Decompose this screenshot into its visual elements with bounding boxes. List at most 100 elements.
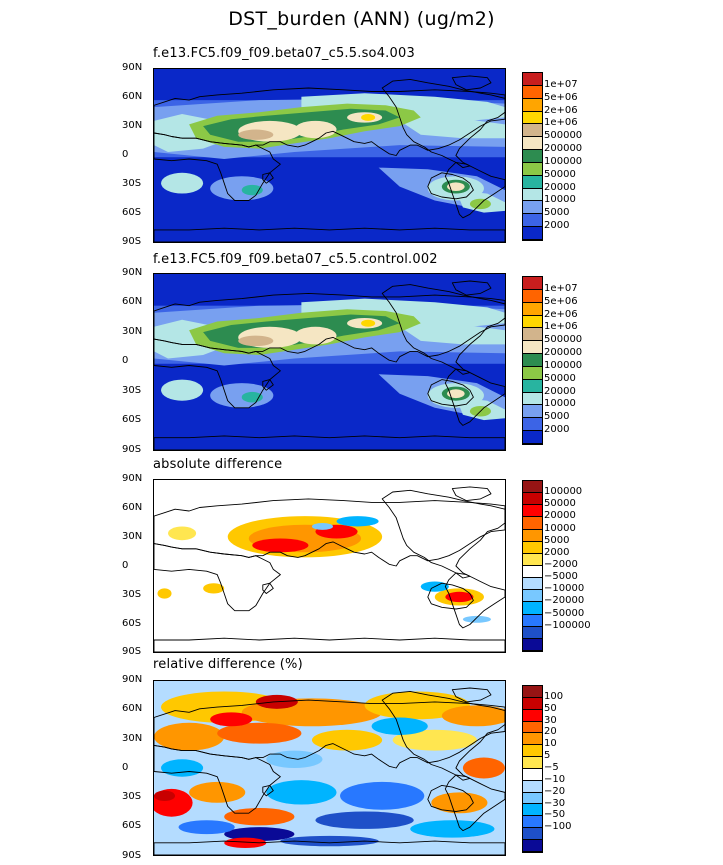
lat-tick-30s: 30S — [122, 791, 142, 802]
coastlines — [154, 687, 505, 855]
legend-label: 100000 — [544, 155, 583, 167]
west-edge-positive — [157, 588, 172, 599]
central-asia-negative — [311, 523, 334, 530]
relative-blob-18 — [178, 820, 235, 835]
legend-swatch — [523, 614, 542, 627]
map-plot — [153, 273, 506, 451]
legend-label: −20 — [544, 785, 566, 797]
legend-swatch — [523, 839, 542, 852]
panel-title: f.e13.FC5.f09_f09.beta07_c5.5.so4.003 — [153, 46, 415, 61]
legend-swatch — [523, 780, 542, 793]
legend-swatch — [523, 85, 542, 99]
panel-title: f.e13.FC5.f09_f09.beta07_c5.5.control.00… — [153, 252, 438, 267]
coastline-madagascar — [262, 172, 274, 184]
legend-label: 500000 — [544, 130, 583, 142]
coastline-samerica — [444, 774, 505, 832]
south-atlantic-plume — [161, 379, 204, 401]
legend-swatch — [523, 517, 542, 530]
lat-tick-90s: 90S — [122, 236, 142, 247]
relative-blob-25 — [462, 757, 505, 779]
panel-title: relative difference (%) — [153, 657, 303, 672]
legend-swatch — [523, 792, 542, 805]
lat-tick-eq: 0 — [122, 355, 129, 366]
map-plot — [153, 479, 506, 653]
legend-swatch — [523, 405, 542, 419]
color-legend-bar — [522, 72, 543, 241]
legend-label: −5000 — [544, 571, 578, 583]
legend-label: −100 — [544, 821, 572, 833]
patagonia-negative — [462, 615, 491, 623]
legend-swatch — [523, 553, 542, 566]
relative-blob-12 — [340, 781, 425, 810]
relative-blob-5 — [217, 722, 302, 744]
legend-label: 100000 — [544, 359, 583, 371]
lat-tick-60n: 60N — [122, 296, 143, 307]
legend-label: 100 — [544, 690, 564, 702]
legend-swatch — [523, 188, 542, 202]
legend-label: 50 — [544, 702, 557, 714]
legend-label: 10 — [544, 738, 557, 750]
legend-label: 5e+06 — [544, 295, 578, 307]
legend-label: 2e+06 — [544, 308, 578, 320]
legend-label: 5000 — [544, 411, 570, 423]
legend-swatch — [523, 757, 542, 769]
relative-blob-22 — [371, 717, 428, 735]
relative-blob-17 — [224, 827, 295, 842]
lat-tick-30n: 30N — [122, 531, 143, 542]
legend-swatch — [523, 341, 542, 355]
atlantic-positive — [168, 526, 197, 541]
legend-label: 50000 — [544, 498, 576, 510]
kalahari-core — [241, 184, 263, 196]
legend-label: −5 — [544, 762, 559, 773]
legend-label: 1e+07 — [544, 78, 578, 90]
legend-swatch — [523, 214, 542, 228]
coastlines — [154, 280, 505, 450]
map-plot — [153, 68, 506, 243]
legend-label: 100000 — [544, 486, 583, 498]
legend-label: 50000 — [544, 372, 576, 384]
lat-tick-60s: 60S — [122, 820, 142, 831]
legend-label: 200000 — [544, 143, 583, 155]
coastline-namerica — [381, 78, 505, 169]
difference-field — [154, 681, 505, 855]
coastlines — [154, 75, 505, 242]
america-plume — [399, 323, 505, 345]
legend-label: 2000 — [544, 546, 570, 558]
background-field — [154, 480, 505, 652]
legend-label: 2e+06 — [544, 104, 578, 116]
legend-label: 500000 — [544, 334, 583, 346]
sahara-core — [238, 335, 274, 347]
coastline-samerica — [444, 572, 505, 629]
legend-label: −20000 — [544, 595, 585, 607]
lat-tick-90n: 90N — [122, 62, 143, 73]
legend-swatch — [523, 354, 542, 367]
coastlines — [154, 486, 505, 652]
legend-label: −2000 — [544, 559, 578, 570]
legend-label: 1e+06 — [544, 321, 578, 333]
legend-swatch — [523, 392, 542, 406]
legend-swatch — [523, 379, 542, 393]
relative-blob-16 — [410, 820, 495, 838]
legend-swatch — [523, 366, 542, 380]
legend-swatch — [523, 137, 542, 151]
legend-label: 20 — [544, 726, 557, 738]
legend-swatch — [523, 302, 542, 316]
legend-swatch — [523, 98, 542, 112]
lat-tick-90s: 90S — [122, 850, 142, 861]
relative-blob-4 — [154, 722, 225, 751]
coastline-australia — [427, 172, 474, 200]
lat-tick-eq: 0 — [122, 149, 129, 160]
sahara-positive — [252, 538, 309, 553]
relative-blob-3 — [441, 705, 505, 727]
lat-tick-60s: 60S — [122, 618, 142, 629]
relative-blob-13 — [431, 792, 488, 814]
legend-swatch — [523, 289, 542, 303]
legend-swatch — [523, 565, 542, 579]
lat-tick-30n: 30N — [122, 733, 143, 744]
legend-label: −10000 — [544, 583, 585, 595]
coastline-samerica — [444, 161, 505, 219]
relative-blob-14 — [224, 808, 295, 826]
color-legend-bar — [522, 685, 543, 853]
coastline-madagascar — [262, 582, 274, 594]
lat-tick-60s: 60S — [122, 207, 142, 218]
